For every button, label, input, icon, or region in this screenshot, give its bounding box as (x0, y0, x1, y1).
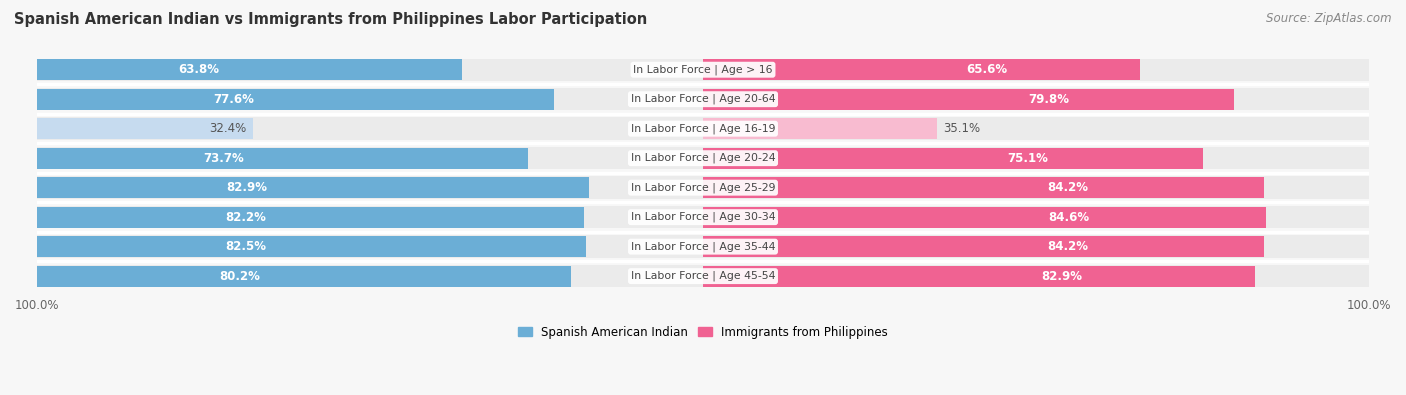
Bar (703, 148, 1204, 169)
Text: 73.7%: 73.7% (204, 152, 245, 165)
Legend: Spanish American Indian, Immigrants from Philippines: Spanish American Indian, Immigrants from… (513, 321, 893, 343)
Text: 65.6%: 65.6% (966, 63, 1008, 76)
Text: 82.9%: 82.9% (1042, 270, 1083, 283)
Text: 84.2%: 84.2% (1047, 181, 1088, 194)
Bar (703, 265, 1256, 287)
Bar (37, 265, 1369, 287)
Bar (37, 148, 527, 169)
Text: Source: ZipAtlas.com: Source: ZipAtlas.com (1267, 12, 1392, 25)
Text: In Labor Force | Age > 16: In Labor Force | Age > 16 (633, 64, 773, 75)
Text: 32.4%: 32.4% (209, 122, 246, 135)
Bar (703, 118, 936, 139)
Bar (37, 88, 1369, 111)
Bar (703, 236, 1264, 257)
Text: 84.2%: 84.2% (1047, 240, 1088, 253)
Text: 63.8%: 63.8% (179, 63, 219, 76)
Bar (703, 59, 1140, 80)
Bar (37, 118, 253, 139)
Bar (37, 207, 585, 228)
Bar (703, 177, 1264, 198)
Text: 80.2%: 80.2% (219, 270, 260, 283)
Text: 84.6%: 84.6% (1049, 211, 1090, 224)
Bar (37, 236, 586, 257)
Bar (37, 58, 1369, 81)
Text: 82.5%: 82.5% (225, 240, 267, 253)
Bar (37, 59, 463, 80)
Text: In Labor Force | Age 25-29: In Labor Force | Age 25-29 (631, 182, 775, 193)
Text: 82.2%: 82.2% (225, 211, 266, 224)
Text: 35.1%: 35.1% (943, 122, 980, 135)
Text: In Labor Force | Age 45-54: In Labor Force | Age 45-54 (631, 271, 775, 281)
Text: 77.6%: 77.6% (214, 93, 254, 106)
Bar (703, 207, 1267, 228)
Text: 79.8%: 79.8% (1028, 93, 1069, 106)
Bar (37, 117, 1369, 140)
Bar (703, 88, 1234, 110)
Text: In Labor Force | Age 35-44: In Labor Force | Age 35-44 (631, 241, 775, 252)
Text: In Labor Force | Age 30-34: In Labor Force | Age 30-34 (631, 212, 775, 222)
Text: Spanish American Indian vs Immigrants from Philippines Labor Participation: Spanish American Indian vs Immigrants fr… (14, 12, 647, 27)
Bar (37, 265, 571, 287)
Text: In Labor Force | Age 20-64: In Labor Force | Age 20-64 (631, 94, 775, 104)
Bar (37, 177, 589, 198)
Bar (37, 177, 1369, 199)
Bar (37, 88, 554, 110)
Bar (37, 206, 1369, 228)
Bar (37, 147, 1369, 169)
Text: In Labor Force | Age 20-24: In Labor Force | Age 20-24 (631, 153, 775, 164)
Bar (37, 235, 1369, 258)
Text: 75.1%: 75.1% (1008, 152, 1049, 165)
Text: 82.9%: 82.9% (226, 181, 267, 194)
Text: In Labor Force | Age 16-19: In Labor Force | Age 16-19 (631, 124, 775, 134)
